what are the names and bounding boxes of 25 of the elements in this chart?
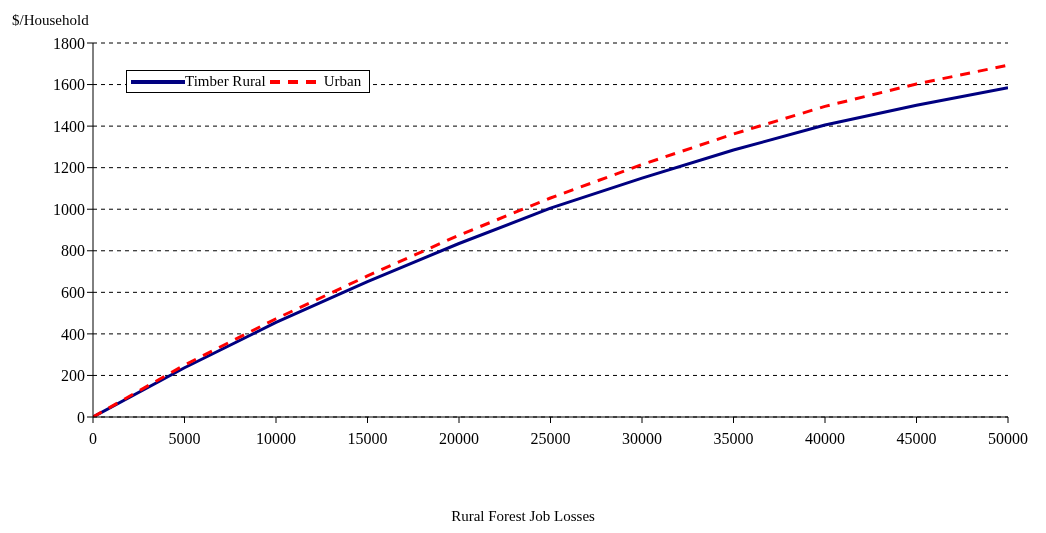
x-tick-label: 0 [89, 430, 97, 448]
y-tick-label: 1000 [53, 200, 85, 218]
y-tick-label: 1600 [53, 76, 85, 94]
y-tick-label: 200 [61, 367, 85, 385]
x-tick-label: 30000 [622, 430, 662, 448]
x-tick-label: 10000 [256, 430, 296, 448]
legend-label: Urban [323, 73, 362, 90]
legend-label: Timber Rural [185, 73, 266, 90]
x-tick-label: 25000 [530, 430, 571, 448]
x-tick-label: 40000 [805, 430, 845, 448]
x-tick-label: 20000 [439, 430, 479, 448]
x-tick-label: 45000 [896, 430, 937, 448]
y-tick-label: 1200 [53, 159, 85, 177]
y-tick-label: 1800 [53, 34, 85, 52]
y-tick-label: 800 [61, 242, 85, 260]
x-tick-label: 35000 [713, 430, 754, 448]
y-tick-label: 1400 [53, 117, 85, 135]
y-tick-label: 0 [77, 408, 85, 426]
y-tick-label: 400 [61, 325, 85, 343]
x-tick-label: 5000 [168, 430, 201, 448]
x-axis-title: Rural Forest Job Losses [450, 508, 596, 525]
x-tick-label: 15000 [347, 430, 388, 448]
y-tick-label: 600 [61, 284, 85, 302]
y-axis-title: $/Household [12, 12, 89, 29]
x-tick-label: 50000 [988, 430, 1028, 448]
